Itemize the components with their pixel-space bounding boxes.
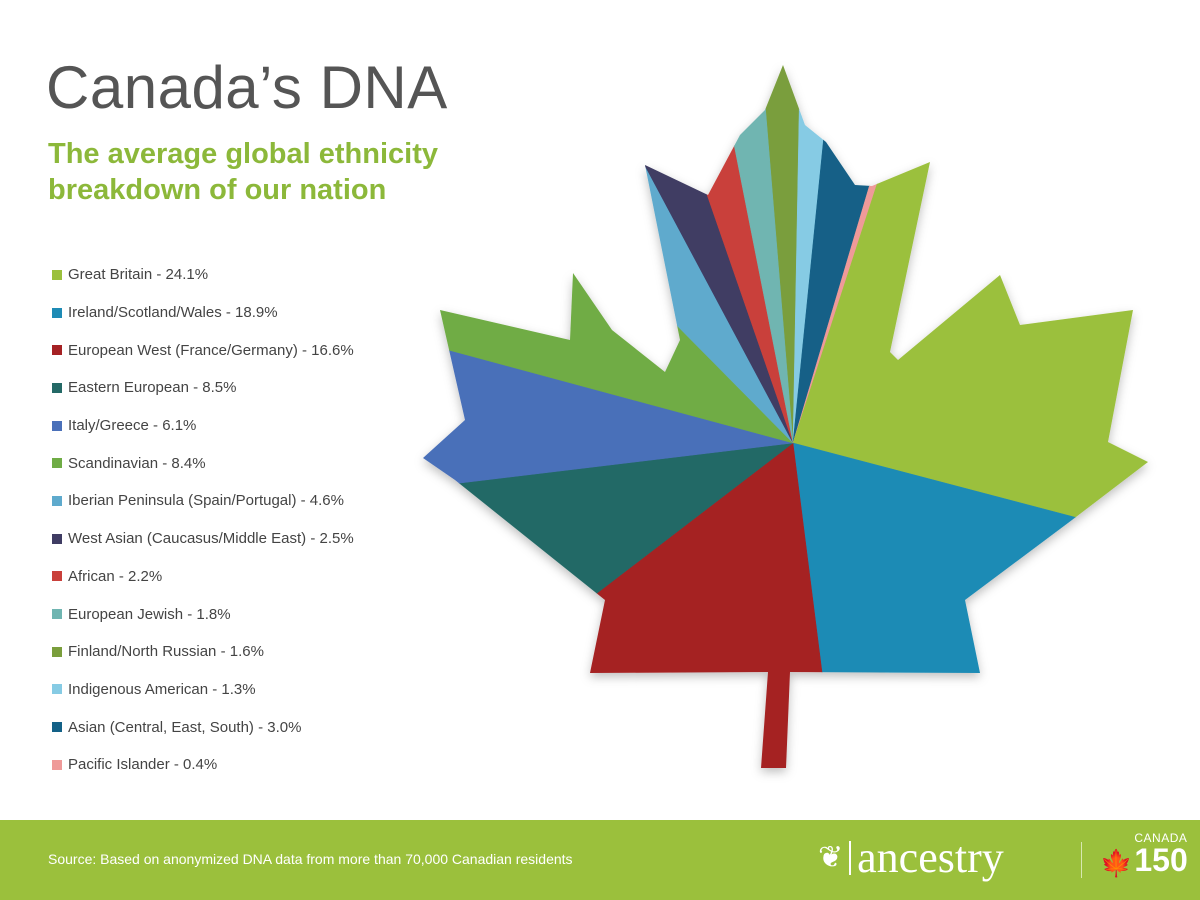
legend-item: African - 2.2% xyxy=(52,558,354,596)
ancestry-logo: ❦ ancestry xyxy=(818,832,1004,884)
legend-label: Scandinavian - 8.4% xyxy=(68,454,206,472)
brand-name: ancestry xyxy=(857,833,1004,882)
legend-item: Pacific Islander - 0.4% xyxy=(52,746,354,784)
legend-swatch xyxy=(52,269,62,280)
legend-label: West Asian (Caucasus/Middle East) - 2.5% xyxy=(68,530,354,548)
legend-swatch xyxy=(52,759,62,770)
legend-label: Italy/Greece - 6.1% xyxy=(68,417,197,435)
legend-item: Iberian Peninsula (Spain/Portugal) - 4.6… xyxy=(52,482,354,520)
logo-bar xyxy=(849,841,852,875)
footer: Source: Based on anonymized DNA data fro… xyxy=(0,820,1200,900)
legend-item: European Jewish - 1.8% xyxy=(52,595,354,633)
pie-slice-finland-north-russian xyxy=(760,65,801,444)
legend-item: Finland/North Russian - 1.6% xyxy=(52,633,354,671)
legend-item: Asian (Central, East, South) - 3.0% xyxy=(52,708,354,746)
legend-label: Indigenous American - 1.3% xyxy=(68,680,256,698)
legend-swatch xyxy=(52,571,62,582)
legend-item: Indigenous American - 1.3% xyxy=(52,671,354,709)
canada-label: CANADA xyxy=(1134,831,1188,845)
legend-swatch xyxy=(52,533,62,544)
maple-leaf-pie-chart xyxy=(423,65,1148,768)
source-note: Source: Based on anonymized DNA data fro… xyxy=(48,851,573,867)
legend: Great Britain - 24.1% Ireland/Scotland/Wa… xyxy=(52,256,354,784)
legend-swatch xyxy=(52,307,62,318)
legend-label: Eastern European - 8.5% xyxy=(68,379,237,397)
legend-swatch xyxy=(52,495,62,506)
legend-swatch xyxy=(52,458,62,469)
legend-item: West Asian (Caucasus/Middle East) - 2.5% xyxy=(52,520,354,558)
legend-swatch xyxy=(52,722,62,733)
legend-item: Scandinavian - 8.4% xyxy=(52,444,354,482)
legend-label: Pacific Islander - 0.4% xyxy=(68,756,218,774)
maple-leaf-icon: 🍁 xyxy=(1100,848,1133,878)
legend-swatch xyxy=(52,345,62,356)
anniversary-number: 150 xyxy=(1134,842,1188,878)
page-title: Canada’s DNA xyxy=(46,54,448,121)
leaf-icon: ❦ xyxy=(818,841,844,874)
pie-slice-ireland-scotland-wales xyxy=(792,442,1148,768)
legend-swatch xyxy=(52,609,62,620)
legend-swatch xyxy=(52,646,62,657)
page-subtitle: The average global ethnicity breakdown o… xyxy=(48,138,438,206)
legend-swatch xyxy=(52,684,62,695)
legend-swatch xyxy=(52,420,62,431)
legend-label: Asian (Central, East, South) - 3.0% xyxy=(68,718,302,736)
pie-slice-european-jewish xyxy=(717,65,794,444)
logo-divider xyxy=(1081,842,1082,878)
legend-label: Great Britain - 24.1% xyxy=(68,266,209,284)
legend-label: Ireland/Scotland/Wales - 18.9% xyxy=(68,304,278,322)
legend-label: African - 2.2% xyxy=(68,567,163,585)
canada-150-logo: 🍁 CANADA 150 xyxy=(1100,832,1188,876)
legend-swatch xyxy=(52,382,62,393)
pie-slice-italy-greece xyxy=(423,341,794,490)
legend-item: Eastern European - 8.5% xyxy=(52,369,354,407)
legend-label: European Jewish - 1.8% xyxy=(68,605,231,623)
legend-item: Great Britain - 24.1% xyxy=(52,256,354,294)
legend-label: Iberian Peninsula (Spain/Portugal) - 4.6… xyxy=(68,492,344,510)
legend-item: Italy/Greece - 6.1% xyxy=(52,407,354,445)
legend-item: European West (France/Germany) - 16.6% xyxy=(52,331,354,369)
legend-label: European West (France/Germany) - 16.6% xyxy=(68,341,354,359)
legend-label: Finland/North Russian - 1.6% xyxy=(68,643,264,661)
legend-item: Ireland/Scotland/Wales - 18.9% xyxy=(52,294,354,332)
